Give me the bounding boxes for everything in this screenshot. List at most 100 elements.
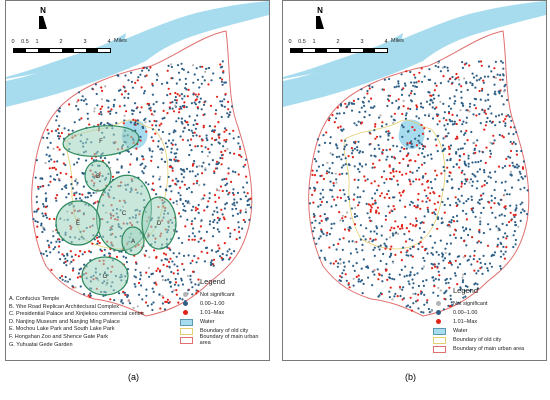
point bbox=[171, 169, 174, 172]
point bbox=[429, 192, 432, 195]
point bbox=[433, 107, 436, 110]
point bbox=[157, 166, 160, 169]
point bbox=[191, 220, 194, 223]
point bbox=[428, 311, 431, 314]
point bbox=[157, 140, 160, 143]
legend-swatch-icon bbox=[180, 328, 193, 335]
point bbox=[373, 129, 376, 132]
zone-label: D bbox=[157, 221, 162, 227]
point bbox=[493, 139, 496, 142]
point bbox=[442, 148, 446, 151]
point bbox=[220, 163, 223, 166]
point bbox=[371, 166, 374, 169]
point bbox=[526, 213, 529, 216]
point bbox=[62, 254, 66, 257]
point bbox=[446, 66, 449, 69]
point bbox=[371, 106, 375, 109]
point bbox=[428, 78, 432, 81]
point bbox=[485, 120, 488, 124]
point bbox=[436, 265, 439, 268]
point bbox=[405, 274, 408, 277]
point bbox=[450, 219, 453, 222]
point bbox=[152, 103, 155, 106]
point bbox=[45, 216, 49, 219]
point bbox=[144, 165, 147, 168]
point bbox=[456, 137, 459, 140]
point bbox=[388, 290, 391, 293]
point bbox=[171, 107, 174, 110]
point bbox=[371, 240, 374, 243]
point bbox=[203, 239, 206, 242]
point bbox=[32, 218, 35, 221]
point bbox=[458, 83, 461, 86]
point bbox=[219, 63, 222, 66]
point bbox=[148, 107, 151, 110]
point bbox=[435, 251, 438, 254]
point bbox=[87, 294, 90, 297]
point bbox=[342, 164, 345, 167]
point bbox=[340, 276, 343, 279]
point bbox=[103, 248, 106, 251]
point bbox=[151, 272, 154, 275]
point bbox=[196, 114, 199, 117]
point bbox=[167, 87, 170, 90]
point bbox=[162, 252, 166, 255]
point bbox=[184, 225, 187, 228]
point bbox=[357, 274, 360, 277]
point bbox=[123, 119, 126, 122]
point bbox=[368, 143, 371, 146]
point bbox=[373, 105, 376, 108]
point bbox=[399, 287, 402, 290]
point bbox=[152, 301, 155, 304]
point bbox=[446, 123, 449, 126]
point bbox=[225, 189, 228, 192]
point bbox=[458, 78, 461, 81]
point bbox=[229, 111, 232, 114]
point bbox=[180, 62, 183, 65]
point bbox=[71, 187, 74, 190]
point bbox=[161, 130, 164, 134]
point bbox=[406, 249, 409, 252]
point bbox=[214, 200, 217, 203]
point bbox=[503, 85, 506, 88]
point bbox=[456, 266, 459, 269]
point bbox=[413, 128, 416, 132]
point bbox=[56, 128, 60, 131]
point bbox=[228, 132, 231, 135]
point bbox=[494, 90, 497, 93]
point bbox=[494, 93, 497, 96]
point bbox=[158, 124, 161, 127]
point bbox=[182, 268, 186, 271]
point bbox=[244, 211, 247, 214]
point bbox=[82, 185, 85, 188]
point bbox=[175, 289, 178, 292]
point bbox=[393, 295, 396, 298]
point bbox=[224, 149, 227, 152]
point bbox=[181, 262, 184, 266]
point bbox=[311, 193, 314, 196]
point bbox=[198, 86, 201, 89]
point bbox=[465, 109, 468, 112]
point bbox=[469, 102, 472, 105]
point bbox=[437, 278, 440, 281]
point bbox=[513, 215, 516, 218]
point bbox=[462, 104, 465, 107]
point bbox=[439, 239, 442, 242]
point bbox=[201, 165, 204, 168]
point bbox=[522, 160, 525, 163]
point bbox=[375, 225, 378, 228]
zone-label: B bbox=[96, 174, 100, 180]
point bbox=[498, 228, 501, 231]
point bbox=[482, 79, 485, 82]
caption-b: (b) bbox=[405, 372, 416, 382]
point bbox=[508, 193, 511, 196]
point bbox=[139, 139, 142, 142]
point bbox=[181, 283, 184, 286]
point bbox=[345, 279, 348, 282]
point bbox=[139, 163, 142, 166]
point bbox=[368, 87, 371, 90]
point bbox=[484, 161, 487, 164]
point bbox=[77, 99, 80, 102]
point bbox=[454, 196, 457, 199]
point bbox=[404, 240, 408, 243]
